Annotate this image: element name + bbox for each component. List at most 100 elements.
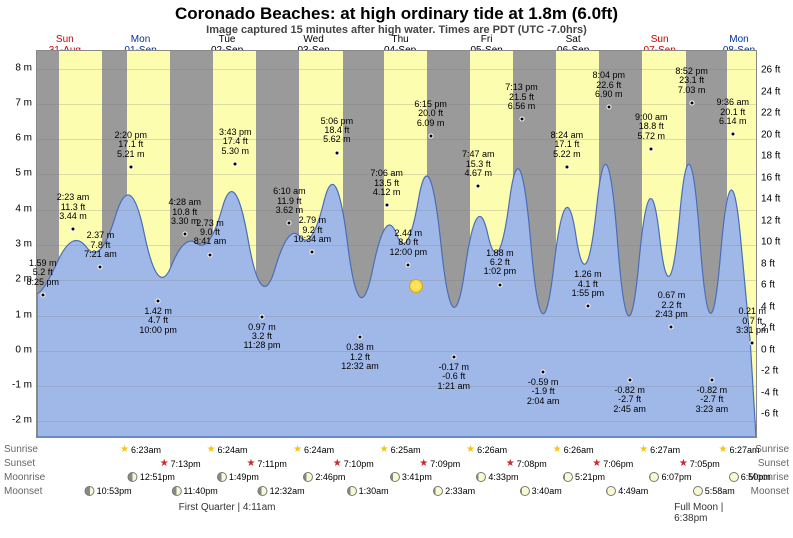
astronomy-cell: ★7:05pm [679, 458, 720, 469]
astronomy-cell: 6:07pm [649, 472, 691, 482]
tide-extreme-point [451, 354, 456, 359]
astronomy-cell: 2:46pm [303, 472, 345, 482]
y-tick-left: -1 m [0, 380, 36, 391]
sunset-icon: ★ [247, 458, 256, 469]
tide-extreme-point [564, 164, 569, 169]
tide-extreme-point [310, 250, 315, 255]
y-tick-right: 0 ft [757, 344, 793, 355]
y-tick-right: 26 ft [757, 65, 793, 76]
tide-extreme-point [182, 232, 187, 237]
astronomy-cell: ★7:08pm [506, 458, 547, 469]
sunset-icon: ★ [419, 458, 428, 469]
row-label: Moonset [751, 486, 789, 497]
astronomy-cell: ★6:27am [639, 444, 680, 455]
tide-label: 1.88 m6.2 ft1:02 pm [484, 249, 517, 277]
tide-extreme-point [709, 377, 714, 382]
moon-icon [433, 486, 443, 496]
gridline [37, 386, 756, 387]
plot-area: 1.59 m5.2 ft8:25 pm2:23 am11.3 ft3.44 m2… [36, 50, 757, 438]
tide-extreme-point [406, 262, 411, 267]
tide-extreme-point [606, 105, 611, 110]
y-tick-right: 24 ft [757, 86, 793, 97]
tide-label: 7:47 am15.3 ft4.67 m [462, 150, 495, 178]
astronomy-cell: 2:33am [433, 486, 475, 496]
gridline [37, 210, 756, 211]
sunset-icon: ★ [592, 458, 601, 469]
tide-extreme-point [649, 147, 654, 152]
y-tick-left: -2 m [0, 415, 36, 426]
y-tick-right: 10 ft [757, 237, 793, 248]
moon-phase-text: First Quarter | 4:11am [179, 502, 276, 513]
tide-extreme-point [689, 100, 694, 105]
tide-label: 7:13 pm21.5 ft6.56 m [505, 83, 538, 111]
tide-label: 7:06 am13.5 ft4.12 m [370, 169, 403, 197]
moon-icon [520, 486, 530, 496]
tide-label: 2:20 pm17.1 ft5.21 m [114, 131, 147, 159]
astronomy-cell: 5:58am [693, 486, 735, 496]
y-tick-left: 6 m [0, 133, 36, 144]
sunrise-icon: ★ [718, 444, 727, 455]
tide-extreme-point [476, 184, 481, 189]
astronomy-cell: 12:51pm [128, 472, 175, 482]
tide-extreme-point [259, 314, 264, 319]
tide-extreme-point [730, 132, 735, 137]
tide-extreme-point [627, 377, 632, 382]
tide-label: 8:04 pm22.6 ft6.90 m [592, 71, 625, 99]
moon-icon [606, 486, 616, 496]
astronomy-cell: 3:41pm [390, 472, 432, 482]
tide-extreme-point [208, 252, 213, 257]
gridline [37, 104, 756, 105]
sunrise-icon: ★ [380, 444, 389, 455]
tide-label: 6:10 am11.9 ft3.62 m [273, 187, 306, 215]
tide-label: 1.26 m4.1 ft1:55 pm [572, 270, 605, 298]
tide-label: 0.38 m1.2 ft12:32 am [341, 343, 379, 371]
tide-extreme-point [669, 325, 674, 330]
tide-extreme-point [519, 117, 524, 122]
astronomy-cell: ★6:26am [466, 444, 507, 455]
row-label: Sunset [758, 458, 789, 469]
y-tick-right: 6 ft [757, 280, 793, 291]
moon-icon [128, 472, 138, 482]
row-label: Sunrise [4, 444, 38, 455]
tide-extreme-point [287, 221, 292, 226]
sunset-icon: ★ [333, 458, 342, 469]
tide-label: -0.82 m-2.7 ft3:23 am [696, 386, 729, 414]
tide-extreme-point [156, 298, 161, 303]
tide-chart: Coronado Beaches: at high ordinary tide … [0, 0, 793, 538]
astronomy-cell: 11:40pm [171, 486, 217, 496]
tide-label: 8:52 pm23.1 ft7.03 m [675, 67, 708, 95]
moon-icon [171, 486, 181, 496]
row-label: Sunrise [755, 444, 789, 455]
astronomy-cell: ★6:24am [293, 444, 334, 455]
tide-label: 0.21 m0.7 ft3:31 pm [736, 307, 769, 335]
tide-extreme-point [541, 369, 546, 374]
sunrise-icon: ★ [207, 444, 216, 455]
tide-label: 3:43 pm17.4 ft5.30 m [219, 128, 252, 156]
moon-icon [390, 472, 400, 482]
y-tick-right: 22 ft [757, 108, 793, 119]
tide-label: -0.59 m-1.9 ft2:04 am [527, 378, 560, 406]
astronomy-cell: ★7:10pm [333, 458, 374, 469]
moon-phase-text: Full Moon | 6:38pm [674, 502, 753, 524]
y-tick-left: 1 m [0, 309, 36, 320]
y-tick-left: 8 m [0, 62, 36, 73]
y-tick-right: -6 ft [757, 409, 793, 420]
moon-icon [693, 486, 703, 496]
astronomy-cell: 4:33pm [476, 472, 518, 482]
moon-icon [476, 472, 486, 482]
astronomy-cell: ★6:26am [553, 444, 594, 455]
astronomy-cell: 10:53pm [85, 486, 132, 496]
tide-extreme-point [750, 341, 755, 346]
sun-icon [409, 279, 423, 293]
tide-label: -0.82 m-2.7 ft2:45 am [613, 386, 646, 414]
sunset-icon: ★ [160, 458, 169, 469]
y-tick-left: 7 m [0, 97, 36, 108]
astronomy-cell: ★6:25am [380, 444, 421, 455]
y-tick-right: 16 ft [757, 172, 793, 183]
tide-extreme-point [358, 335, 363, 340]
sunrise-icon: ★ [120, 444, 129, 455]
y-axis-left: -2 m-1 m0 m1 m2 m3 m4 m5 m6 m7 m8 m [0, 50, 36, 438]
astronomy-cell: ★7:11pm [247, 458, 287, 469]
tide-label: 6:15 pm20.0 ft6.09 m [414, 100, 447, 128]
tide-label: 0.97 m3.2 ft11:28 pm [244, 323, 281, 351]
